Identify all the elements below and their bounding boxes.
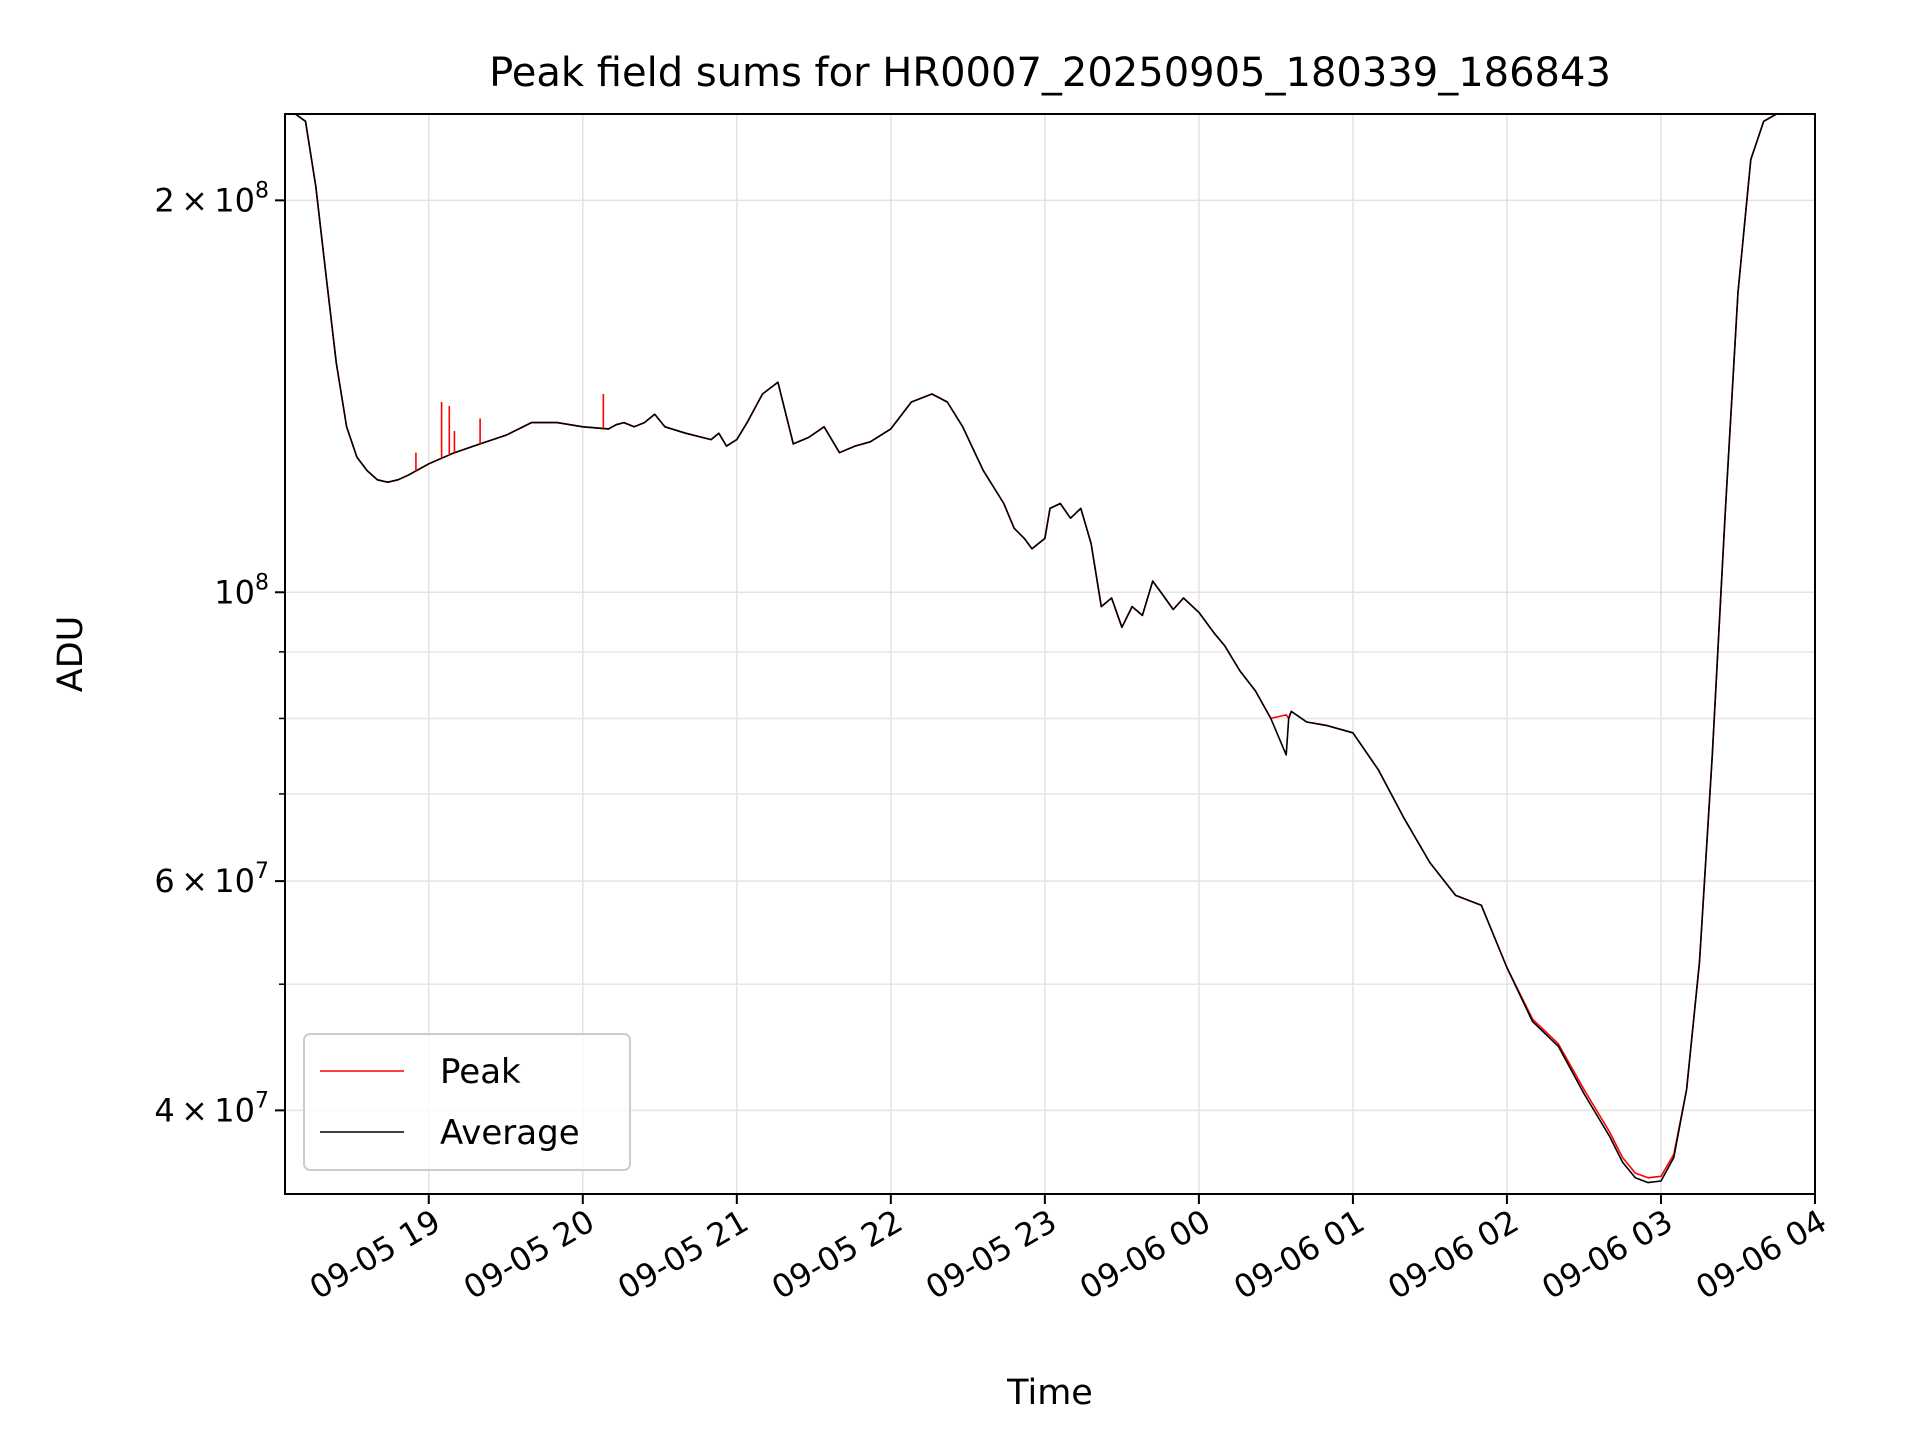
chart-title: Peak field sums for HR0007_20250905_1803… xyxy=(489,50,1611,96)
legend-label-average: Average xyxy=(440,1113,580,1153)
y-tick-label: 108 xyxy=(214,570,269,611)
y-axis-label: ADU xyxy=(51,616,91,693)
legend: Peak Average xyxy=(303,1033,631,1171)
y-axis-ticks: 4 × 107 6 × 107 108 2 × 108 xyxy=(154,178,285,1129)
plot-frame xyxy=(284,113,1816,1195)
y-tick-label: 4 × 107 xyxy=(154,1088,269,1129)
legend-label-peak: Peak xyxy=(440,1052,521,1092)
x-axis-label: Time xyxy=(1006,1373,1093,1413)
y-tick-label: 6 × 107 xyxy=(154,859,269,900)
legend-box xyxy=(303,1033,631,1171)
y-tick-label: 2 × 108 xyxy=(154,178,269,219)
series-lines xyxy=(285,114,1803,1184)
series-line-average xyxy=(285,114,1803,1184)
